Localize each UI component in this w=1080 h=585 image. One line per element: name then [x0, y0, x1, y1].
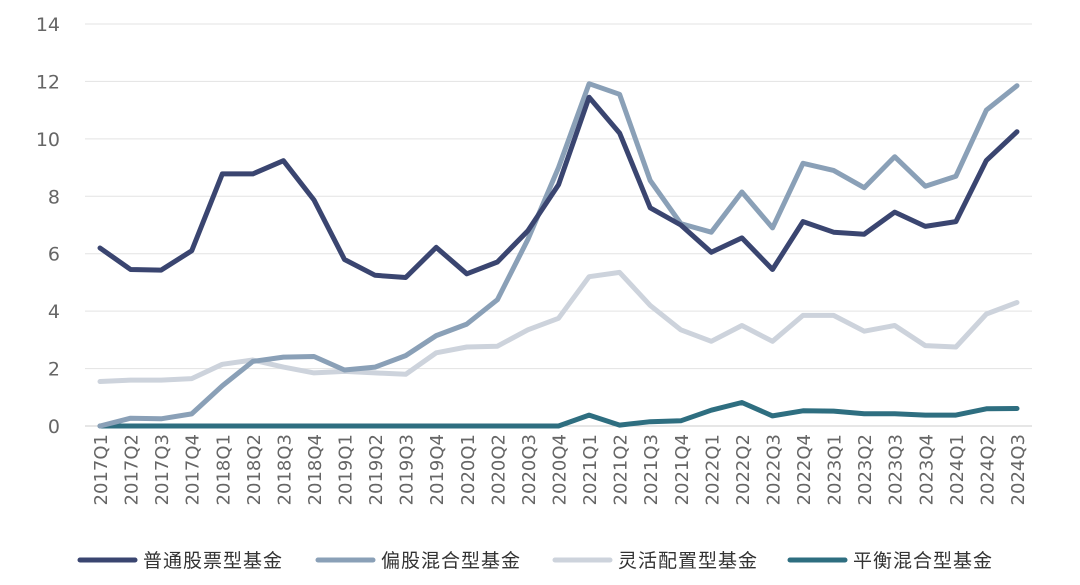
x-tick-label: 2019Q2: [366, 434, 387, 505]
x-tick-label: 2022Q1: [702, 434, 723, 505]
y-tick-label: 6: [48, 244, 60, 266]
x-tick-label: 2020Q1: [458, 434, 479, 505]
x-tick-label: 2022Q2: [733, 434, 754, 505]
x-tick-label: 2021Q3: [641, 434, 662, 505]
x-tick-label: 2020Q3: [519, 434, 540, 505]
x-tick-label: 2018Q1: [213, 434, 234, 505]
x-tick-label: 2023Q2: [855, 434, 876, 505]
y-tick-label: 10: [36, 129, 60, 151]
x-axis: 2017Q1 2017Q2 2017Q3 2017Q4 2018Q1 2018Q2 2018…: [91, 434, 1029, 505]
x-tick-label: 2021Q4: [672, 434, 693, 505]
legend-label: 偏股混合型基金: [381, 550, 521, 572]
x-tick-label: 2022Q3: [763, 434, 784, 505]
x-tick-label: 2024Q2: [977, 434, 998, 505]
legend-label: 普通股票型基金: [143, 550, 283, 572]
series-line-2: [97, 81, 1020, 429]
x-tick-label: 2017Q4: [183, 434, 204, 505]
legend-label: 平衡混合型基金: [853, 550, 993, 572]
x-tick-label: 2023Q1: [825, 434, 846, 505]
y-tick-label: 4: [48, 301, 60, 323]
y-tick-label: 0: [48, 416, 60, 438]
x-tick-label: 2021Q1: [580, 434, 601, 505]
x-tick-label: 2019Q1: [336, 434, 357, 505]
x-tick-label: 2024Q1: [947, 434, 968, 505]
x-tick-label: 2020Q4: [550, 434, 571, 505]
x-tick-label: 2020Q2: [488, 434, 509, 505]
x-tick-label: 2018Q2: [244, 434, 265, 505]
series-lines: [97, 81, 1020, 429]
y-tick-label: 2: [48, 359, 60, 381]
y-tick-label: 12: [36, 71, 60, 93]
x-tick-label: 2019Q3: [397, 434, 418, 505]
series-line-1: [97, 94, 1020, 280]
x-tick-label: 2018Q4: [305, 434, 326, 505]
x-tick-label: 2017Q1: [91, 434, 112, 505]
x-tick-label: 2017Q2: [122, 434, 143, 505]
x-tick-label: 2024Q3: [1008, 434, 1029, 505]
x-tick-label: 2018Q3: [274, 434, 295, 505]
y-tick-label: 14: [36, 14, 60, 36]
series-line-3: [97, 269, 1020, 384]
x-tick-label: 2017Q3: [152, 434, 173, 505]
legend: 普通股票型基金 偏股混合型基金 灵活配置型基金 平衡混合型基金: [77, 550, 993, 572]
series-line-4: [97, 400, 1020, 429]
x-tick-label: 2023Q4: [916, 434, 937, 505]
y-tick-label: 8: [48, 186, 60, 208]
x-tick-label: 2021Q2: [611, 434, 632, 505]
x-tick-label: 2019Q4: [427, 434, 448, 505]
x-tick-label: 2023Q3: [886, 434, 907, 505]
legend-label: 灵活配置型基金: [618, 550, 758, 572]
y-axis: 0 2 4 6 8 10 12 14: [36, 14, 60, 438]
x-tick-label: 2022Q4: [794, 434, 815, 505]
